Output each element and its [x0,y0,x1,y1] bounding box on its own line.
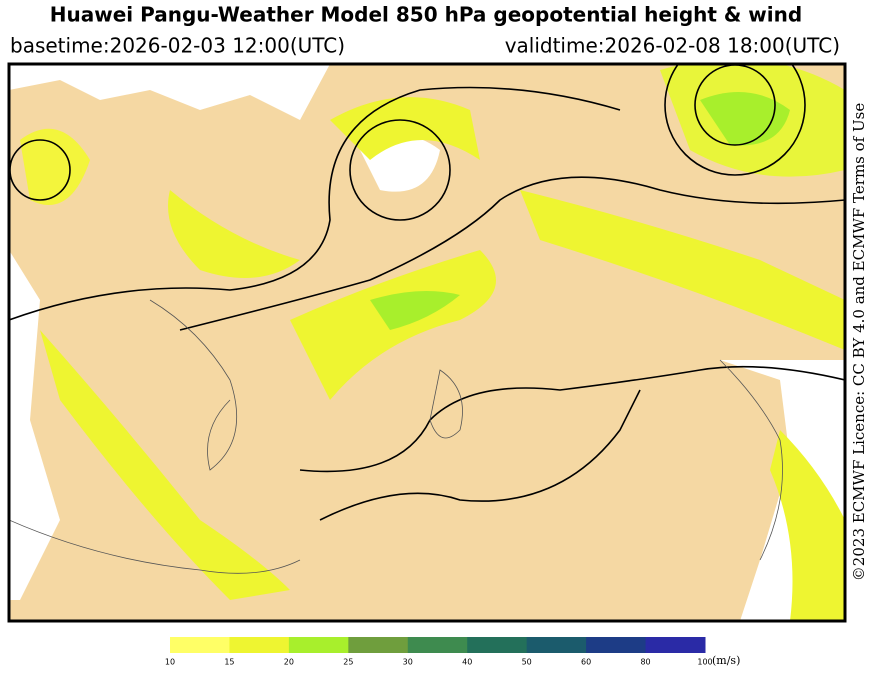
colorbar-unit: (m/s) [712,654,740,667]
colorbar-tick-label: 60 [581,658,591,667]
sea [9,250,60,600]
wind-area [20,128,90,205]
colorbar-segment [586,637,647,653]
colorbar-tick-label: 50 [522,658,532,667]
wind-area [370,291,460,330]
colorbar-segment [229,637,290,653]
wind-area [330,97,480,160]
colorbar-tick-label: 25 [343,658,353,667]
coastlines [9,299,783,574]
wind-area [168,190,300,278]
colorbar-segment [288,637,349,653]
wind-area [770,430,845,621]
colorbar-segment [526,637,587,653]
colorbar-segment [348,637,409,653]
map [7,62,847,623]
colorbar-tick-label: 100 [697,658,712,667]
wind-area [700,92,790,146]
colorbar-tick-label: 40 [462,658,472,667]
colorbar-tick-label: 80 [640,658,650,667]
colorbar-segment [467,637,528,653]
colorbar: 10 15 20 25 30 40 50 60 80 100 [165,637,713,667]
licence: ©2023 ECMWF Licence: CC BY 4.0 and ECMWF… [850,103,868,582]
colorbar-segment [407,637,468,653]
colorbar-tick-label: 15 [224,658,234,667]
title: Huawei Pangu-Weather Model 850 hPa geopo… [50,3,802,27]
wind-area [40,330,290,600]
colorbar-segment [645,637,706,653]
colorbar-tick-label: 30 [403,658,413,667]
map-frame [7,62,847,623]
validtime: validtime:2026-02-08 18:00(UTC) [505,34,840,58]
basetime: basetime:2026-02-03 12:00(UTC) [10,34,345,58]
wind-area [520,190,845,350]
colorbar-segment [170,637,230,653]
sea [9,64,330,120]
colorbar-tick-label: 10 [165,658,175,667]
colorbar-tick-label: 20 [284,658,294,667]
